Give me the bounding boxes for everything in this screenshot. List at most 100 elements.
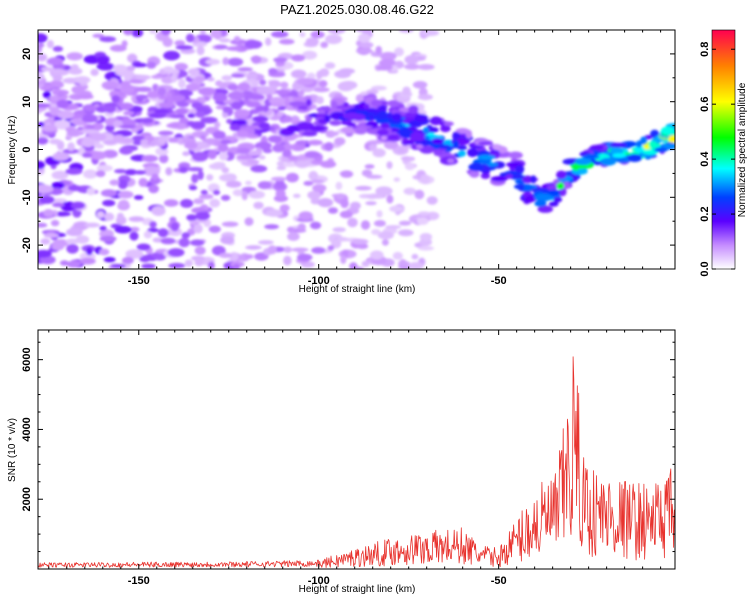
spectrogram-blob (371, 229, 381, 235)
spectrogram-blob (175, 45, 194, 50)
spectrogram-blob (414, 114, 429, 123)
spectrogram-blob (368, 144, 377, 151)
spectrogram-blob (356, 243, 369, 250)
spectrogram-blob (208, 225, 221, 233)
spectrogram-blob (372, 148, 386, 158)
spectrogram-blob (361, 169, 373, 177)
spectrogram-blob (71, 85, 85, 94)
spectrogram-blob (119, 124, 137, 129)
spectrogram-blob (180, 198, 194, 208)
spectrogram-blob (325, 34, 342, 45)
spectrogram-blob (221, 167, 230, 174)
snr-ytick-label: 4000 (21, 417, 33, 441)
spectrogram-blob (640, 136, 647, 145)
spectrogram-blob (490, 176, 508, 182)
spectrogram-blob (258, 155, 266, 160)
spectrogram-blob (265, 37, 272, 46)
spectrogram-blob (217, 143, 229, 153)
spectrogram-blob (43, 232, 59, 238)
spectrogram-blob (371, 85, 387, 91)
spectrogram-blob (297, 91, 305, 97)
spectrogram-blob (661, 126, 675, 135)
spectrogram-blob (103, 139, 117, 146)
spectrogram-blob (365, 201, 377, 206)
spectrogram-blob (212, 92, 228, 102)
spectrogram-blob (332, 227, 346, 233)
spectrogram-heat-layer (38, 30, 675, 269)
spectrogram-blob (199, 30, 207, 35)
spectrogram-blob (307, 72, 316, 80)
spectrogram-blob (95, 56, 109, 65)
spectrogram-blob (310, 30, 325, 39)
spectrogram-blob (515, 165, 525, 173)
spectrogram-blob (282, 96, 290, 106)
spectrogram-blob (161, 76, 175, 84)
spectrogram-blob (66, 244, 79, 254)
spectrogram-blob (505, 173, 513, 179)
spectrogram-blob (95, 170, 106, 178)
spectrogram-blob (43, 209, 54, 217)
spectrogram-blob (380, 135, 388, 141)
spectrogram-blob (478, 141, 493, 146)
spectrogram-blob (74, 76, 91, 84)
spectrogram-ytick-label: -10 (21, 189, 33, 205)
spectrogram-blob (342, 112, 361, 120)
spectrogram-blob (56, 99, 70, 109)
snr-ytick-label: 2000 (21, 487, 33, 511)
spectrogram-blob (453, 139, 459, 149)
spectrogram-blob (138, 177, 148, 187)
spectrogram-blob (212, 130, 226, 140)
spectrogram-blob (110, 264, 126, 268)
spectrogram-blob (81, 138, 95, 148)
spectrogram-blob (366, 89, 379, 95)
spectrogram-blob (112, 64, 128, 73)
spectrogram-blob (387, 134, 400, 140)
snr-xtick-label: -150 (128, 575, 150, 587)
spectrogram-blob (149, 30, 157, 35)
spectrogram-blob (296, 77, 314, 86)
spectrogram-blob (399, 30, 414, 33)
spectrogram-blob (219, 152, 229, 161)
spectrogram-blob (125, 249, 144, 259)
spectrogram-blob (299, 31, 306, 38)
spectrogram-blob (364, 164, 375, 169)
spectrogram-blob (119, 102, 134, 111)
spectrogram-blob (159, 154, 169, 164)
spectrogram-blob (287, 226, 295, 233)
spectrogram-blob (327, 245, 335, 251)
spectrogram-blob (347, 217, 358, 228)
spectrogram-blob (281, 162, 298, 167)
spectrogram-blob (109, 179, 120, 186)
spectrogram-blob (336, 193, 345, 200)
spectrogram-blob (530, 175, 537, 184)
spectrogram-blob (287, 232, 300, 241)
spectrogram-blob (151, 206, 166, 216)
spectrogram-blob (282, 149, 292, 158)
spectrogram-blob (355, 185, 372, 191)
spectrogram-blob (99, 225, 107, 231)
spectrogram-blob (315, 113, 328, 118)
spectrogram-blob (297, 223, 306, 231)
spectrogram-blob (360, 220, 371, 230)
spectrogram-blob (208, 163, 226, 170)
spectrogram-blob (416, 144, 424, 149)
spectrogram-blob (178, 78, 186, 89)
spectrogram-blob (122, 256, 134, 265)
spectrogram-blob (276, 161, 285, 167)
colorbar: 0.0 0.2 0.4 0.6 0.8 Normalized spectral ampl… (699, 29, 748, 277)
spectrogram-xtick-label: -100 (308, 275, 330, 287)
spectrogram-blob (89, 151, 107, 160)
spectrogram-blob (46, 40, 55, 49)
spectrogram-blob (65, 168, 83, 175)
spectrogram-blob (307, 190, 321, 200)
spectrogram-blob (126, 65, 136, 72)
spectrogram-ytick-label: 0 (21, 146, 33, 152)
spectrogram-blob (123, 30, 134, 36)
spectrogram-blob (516, 183, 525, 191)
spectrogram-blob (220, 194, 231, 201)
spectrogram-blob (283, 255, 292, 266)
spectrogram-blob (271, 176, 287, 182)
spectrogram-blob (49, 138, 62, 145)
spectrogram-blob (81, 129, 99, 134)
